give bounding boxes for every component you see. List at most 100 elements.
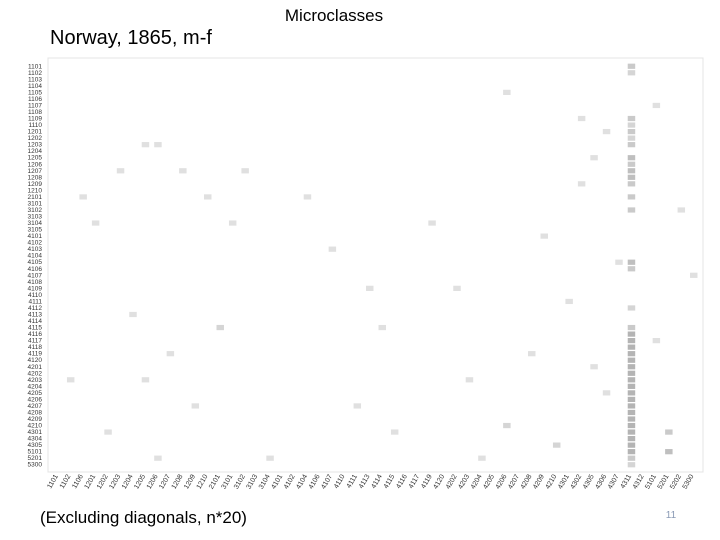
cell: [141, 142, 150, 148]
cell: [216, 324, 224, 331]
row-label: 4119: [28, 351, 42, 358]
row-label: 1205: [28, 155, 43, 162]
row-label: 1204: [28, 148, 43, 155]
row-label: 1203: [28, 142, 43, 149]
row-label: 4203: [28, 377, 43, 384]
cell: [627, 442, 636, 448]
column-label: 1206: [146, 473, 160, 490]
row-label: 1206: [28, 161, 43, 168]
cell: [154, 142, 162, 148]
row-label: 4120: [28, 357, 43, 364]
row-label: 1202: [28, 135, 43, 142]
row-label: 4103: [28, 246, 43, 253]
cell: [627, 435, 636, 442]
cell: [627, 344, 636, 350]
cell: [353, 403, 362, 409]
cell: [627, 351, 636, 357]
column-label: 2101: [208, 473, 222, 490]
column-label: 4115: [383, 473, 397, 490]
column-label: 3101: [221, 473, 235, 490]
page-number: 11: [666, 510, 677, 521]
column-label: 5300: [682, 473, 696, 490]
cell: [652, 338, 661, 344]
row-label: 4112: [28, 305, 42, 312]
column-label: 4120: [432, 473, 446, 490]
cell: [627, 403, 636, 409]
cell: [453, 285, 461, 291]
cell: [166, 351, 175, 357]
column-label: 4301: [557, 473, 571, 490]
row-label: 2101: [28, 194, 43, 201]
cell: [66, 377, 75, 383]
cell: [390, 429, 399, 435]
cell: [528, 351, 536, 357]
row-label: 4207: [28, 403, 43, 410]
row-label: 1110: [29, 122, 43, 129]
column-label: 4101: [270, 473, 284, 490]
cell: [465, 377, 474, 383]
cell: [478, 455, 486, 461]
row-label: 4114: [28, 318, 42, 325]
column-label: 1207: [158, 473, 172, 490]
row-label: 4110: [28, 292, 42, 299]
cell: [565, 298, 573, 305]
cell: [328, 246, 337, 252]
cell: [627, 63, 636, 69]
row-label: 4111: [29, 298, 43, 305]
column-label: 4307: [607, 473, 621, 490]
chart-title: Microclasses: [285, 6, 383, 25]
column-label: 4205: [482, 473, 496, 490]
cell: [577, 181, 586, 187]
cell: [366, 285, 374, 291]
cell: [627, 429, 636, 435]
row-label: 4201: [28, 364, 43, 371]
row-label: 4205: [28, 390, 43, 397]
cell: [627, 390, 636, 396]
row-label: 4304: [28, 436, 43, 443]
cell: [179, 168, 187, 174]
cell: [627, 142, 636, 148]
row-label: 1209: [28, 181, 43, 188]
row-label: 4105: [28, 259, 43, 266]
cell: [677, 207, 686, 213]
row-label: 4109: [28, 285, 43, 292]
row-label: 4210: [28, 423, 43, 430]
column-label: 3102: [233, 473, 247, 490]
row-label: 4202: [28, 370, 43, 377]
row-label: 1106: [28, 96, 42, 103]
cell: [428, 220, 436, 226]
cell: [503, 422, 511, 429]
column-label: 3103: [245, 473, 259, 490]
cell: [627, 338, 636, 344]
cell: [79, 194, 87, 200]
column-label: 4208: [520, 473, 534, 490]
cell: [627, 115, 636, 122]
row-label: 4118: [28, 344, 42, 351]
column-label: 1209: [183, 473, 197, 490]
cell: [627, 409, 636, 416]
row-label: 1201: [28, 129, 43, 136]
column-label: 1208: [171, 473, 185, 490]
row-label: 1104: [28, 83, 42, 90]
cell: [627, 396, 636, 403]
row-label: 3104: [28, 220, 43, 227]
row-label: 4115: [28, 325, 42, 332]
cell: [627, 207, 636, 213]
column-label: 4110: [333, 473, 347, 490]
row-label: 1105: [28, 89, 42, 96]
cell: [615, 259, 623, 265]
column-label: 1203: [108, 473, 122, 490]
cell: [241, 168, 249, 174]
row-label: 3105: [28, 227, 43, 234]
row-label: 4108: [28, 279, 43, 286]
column-label: 1205: [133, 473, 147, 490]
row-label: 4104: [28, 253, 43, 260]
cell: [129, 311, 137, 318]
cell: [627, 155, 636, 161]
cell: [627, 377, 636, 383]
row-label: 4206: [28, 396, 43, 403]
cell: [627, 128, 636, 135]
row-label: 4204: [28, 383, 43, 390]
column-label: 4209: [532, 473, 546, 490]
row-label: 5300: [28, 462, 43, 469]
